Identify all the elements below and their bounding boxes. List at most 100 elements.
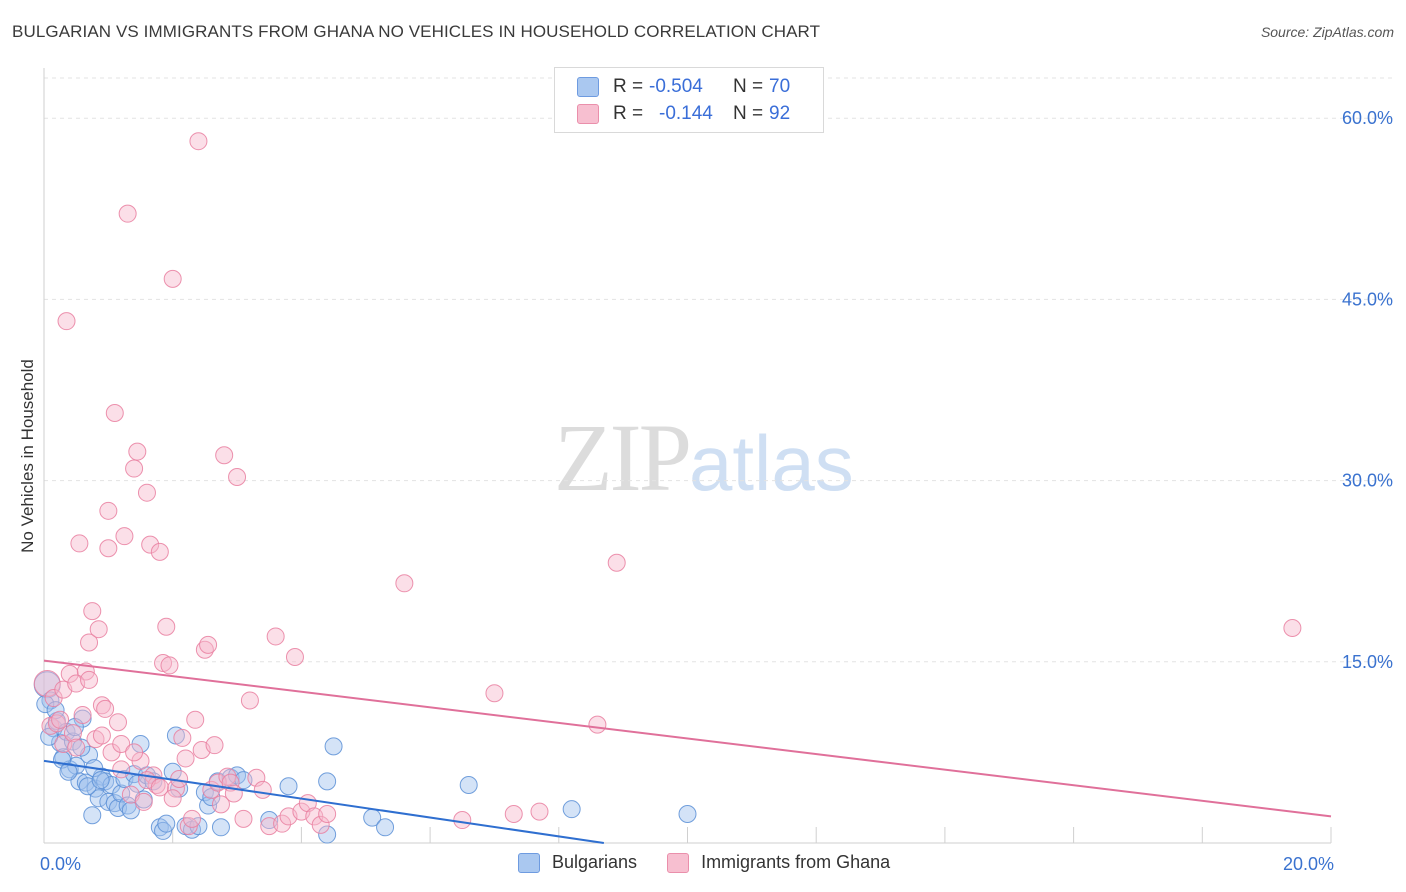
ghana-point <box>92 726 111 745</box>
series-legend: Bulgarians Immigrants from Ghana <box>518 852 920 873</box>
bulgarian-point <box>318 825 337 844</box>
legend-r-label: R = <box>613 76 644 97</box>
legend-row-ghana: R = -0.144 N = 92 <box>577 101 790 127</box>
ghana-point <box>530 802 549 821</box>
bulgarian-point <box>157 814 176 833</box>
ghana-point <box>176 749 195 768</box>
stats-legend: R = -0.504 N = 70 R = -0.144 N = 92 <box>554 67 824 133</box>
ghana-point <box>485 684 504 703</box>
ghana-point <box>57 312 76 331</box>
bulgarian-point <box>121 801 140 820</box>
ghana-point <box>63 724 82 743</box>
legend-r-value: -0.504 <box>649 76 703 97</box>
data-points <box>33 132 1302 844</box>
bulgarian-point <box>72 738 91 757</box>
ghana-point <box>160 656 179 675</box>
series-label-bulgarians: Bulgarians <box>552 852 638 872</box>
ghana-point <box>163 789 182 808</box>
ghana-point <box>96 699 115 718</box>
ghana-point <box>199 635 218 654</box>
ghana-point <box>60 664 79 683</box>
ghana-point <box>150 542 169 561</box>
ghana-point <box>67 738 86 757</box>
ghana-point <box>285 647 304 666</box>
bulgarian-point <box>211 818 230 837</box>
ghana-point <box>311 815 330 834</box>
series-legend-ghana[interactable]: Immigrants from Ghana <box>667 852 890 873</box>
ghana-point <box>1283 618 1302 637</box>
ghana-point <box>70 534 89 553</box>
ghana-trend-line <box>43 659 1332 818</box>
ghana-point <box>189 132 208 151</box>
bulgarian-point <box>91 771 110 790</box>
watermark-atlas: atlas <box>689 419 854 507</box>
legend-n-label: N = <box>733 103 764 124</box>
ghana-point <box>137 483 156 502</box>
ghana-point <box>588 715 607 734</box>
ghana-point <box>112 734 131 753</box>
ghana-point <box>125 459 144 478</box>
legend-r-label: R = <box>613 103 644 124</box>
ghana-point <box>186 710 205 729</box>
ghana-point <box>273 814 292 833</box>
bulgarian-point <box>83 806 102 825</box>
legend-swatch-blue <box>577 77 599 97</box>
ghana-point <box>109 713 128 732</box>
chart-title: BULGARIAN VS IMMIGRANTS FROM GHANA NO VE… <box>12 22 821 41</box>
ghana-point <box>240 691 259 710</box>
ghana-point <box>504 805 523 824</box>
bulgarian-point <box>189 817 208 836</box>
ghana-point <box>318 805 337 824</box>
bulgarian-point <box>562 800 581 819</box>
series-legend-bulgarians[interactable]: Bulgarians <box>518 852 637 873</box>
bulgarian-point <box>324 737 343 756</box>
ghana-point <box>211 795 230 814</box>
ghana-point <box>607 553 626 572</box>
ghana-point <box>128 442 147 461</box>
ghana-point <box>125 743 144 762</box>
grid-lines <box>44 77 1392 663</box>
bulgarian-trend-line <box>43 759 604 844</box>
tick-labels: 15.0% 30.0% 45.0% 60.0% 0.0% 20.0% <box>40 108 1393 874</box>
ghana-point <box>150 778 169 797</box>
ghana-point <box>266 627 285 646</box>
ghana-point <box>33 670 61 698</box>
bulgarian-point <box>59 762 78 781</box>
legend-swatch-pink <box>577 104 599 124</box>
legend-n-label: N = <box>733 76 764 97</box>
ghana-point <box>89 620 108 639</box>
ghana-point <box>99 501 118 520</box>
series-swatch-blue <box>518 852 540 873</box>
x-tick-label: 0.0% <box>40 854 81 874</box>
watermark: ZIPatlas <box>554 402 854 513</box>
x-tick-label: 20.0% <box>1283 854 1334 874</box>
y-tick-label: 30.0% <box>1342 471 1393 491</box>
bulgarian-point <box>99 792 118 811</box>
ghana-point <box>453 811 472 830</box>
bulgarian-point <box>318 772 337 791</box>
ghana-point <box>118 204 137 223</box>
ghana-point <box>253 780 272 799</box>
ghana-point <box>92 696 111 715</box>
bulgarian-point <box>678 805 697 824</box>
ghana-point <box>83 602 102 621</box>
y-tick-label: 45.0% <box>1342 289 1393 309</box>
ghana-point <box>215 446 234 465</box>
y-axis-label: No Vehicles in Household <box>18 359 37 553</box>
ghana-point <box>105 403 124 422</box>
ghana-point <box>51 710 70 729</box>
y-tick-label: 15.0% <box>1342 652 1393 672</box>
legend-r-value: -0.144 <box>659 103 713 124</box>
legend-n-value: 92 <box>769 103 791 124</box>
series-label-ghana: Immigrants from Ghana <box>701 852 891 872</box>
axes <box>43 68 1332 844</box>
bulgarian-point <box>459 776 478 795</box>
ghana-point <box>205 736 224 755</box>
bulgarian-point <box>279 777 298 796</box>
ghana-point <box>234 809 253 828</box>
bulgarian-point <box>376 818 395 837</box>
ghana-point <box>157 617 176 636</box>
ghana-point <box>99 539 118 558</box>
ghana-point <box>183 809 202 828</box>
